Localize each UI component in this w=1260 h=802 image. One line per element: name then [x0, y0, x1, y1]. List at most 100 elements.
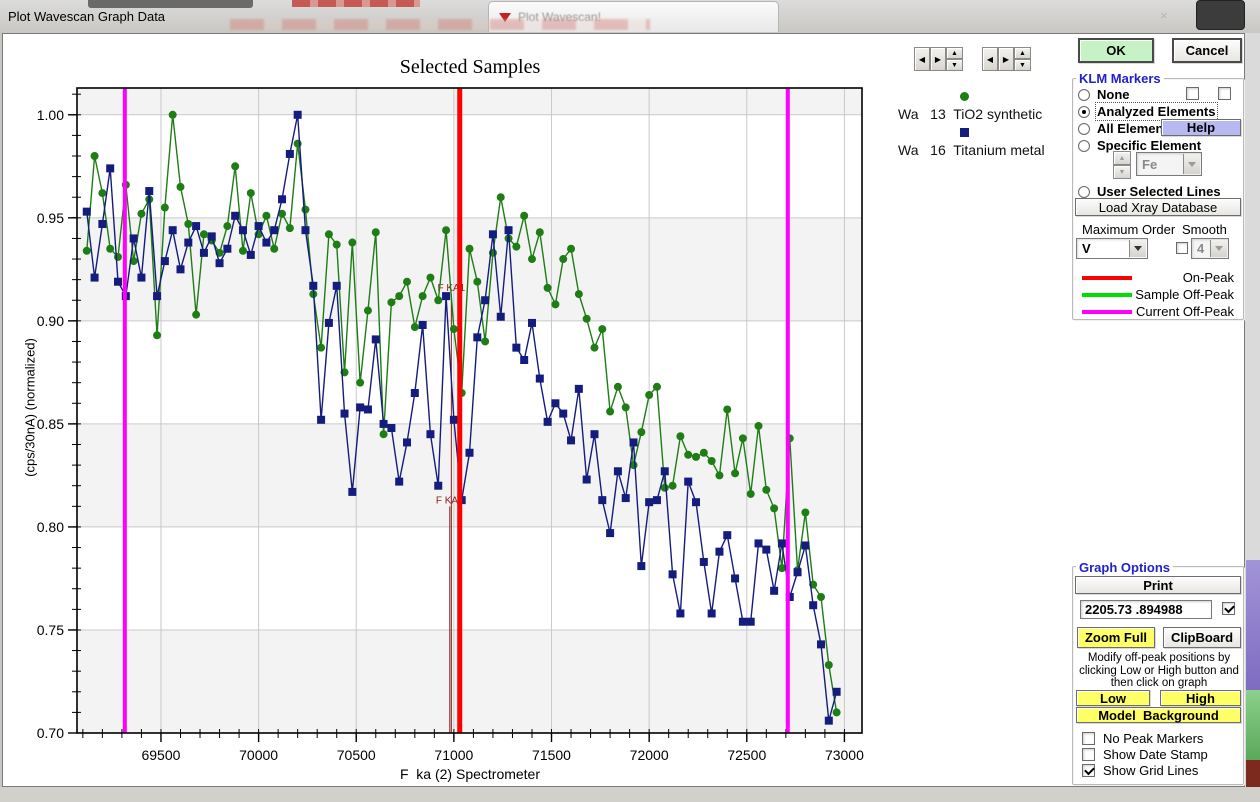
- sample-1-number: 13: [930, 106, 946, 122]
- help-button[interactable]: Help: [1161, 119, 1241, 136]
- background-strip-maroon: [1246, 760, 1260, 787]
- element-combo[interactable]: Fe: [1136, 152, 1202, 176]
- radio-specific-circle[interactable]: [1078, 140, 1090, 152]
- spin-up-button-1[interactable]: ▲: [946, 47, 963, 59]
- element-spinner: ▲ ▼: [1113, 151, 1131, 179]
- low-button[interactable]: Low: [1076, 690, 1150, 706]
- radio-none-circle[interactable]: [1078, 89, 1090, 101]
- x-tick-label: 72500: [727, 747, 766, 763]
- klm-checkbox-1[interactable]: [1186, 87, 1199, 100]
- background-strip-purple: [1246, 560, 1260, 690]
- show-date-stamp-checkbox[interactable]: [1082, 748, 1095, 761]
- sample-1-name: TiO2 synthetic: [953, 106, 1042, 122]
- smooth-label: Smooth: [1182, 222, 1227, 237]
- element-combo-value: Fe: [1142, 157, 1157, 172]
- model-background-button[interactable]: Model Background: [1076, 707, 1241, 723]
- show-grid-lines-label: Show Grid Lines: [1103, 763, 1198, 778]
- radio-analyzed-elements[interactable]: Analyzed Elements: [1078, 104, 1216, 119]
- y-tick-label: 0.85: [37, 416, 64, 432]
- high-button[interactable]: High: [1160, 690, 1241, 706]
- maximum-order-arrow[interactable]: [1129, 240, 1146, 257]
- pan-left-button-1[interactable]: ◀: [914, 47, 930, 71]
- radio-none-label: None: [1097, 87, 1130, 102]
- y-tick-label: 0.70: [37, 725, 64, 741]
- maximum-order-value: V: [1082, 241, 1091, 256]
- spinner-1: ▲ ▼: [946, 47, 963, 71]
- no-peak-markers-row[interactable]: No Peak Markers: [1082, 731, 1203, 746]
- cursor-readout-field[interactable]: 2205.73 .894988: [1080, 600, 1212, 619]
- radio-all-circle[interactable]: [1078, 123, 1090, 135]
- sample-2-type: Wa: [898, 142, 918, 158]
- print-button[interactable]: Print: [1075, 576, 1241, 594]
- show-grid-lines-row[interactable]: Show Grid Lines: [1082, 763, 1198, 778]
- klm-checkbox-2[interactable]: [1218, 87, 1231, 100]
- x-tick-label: 69500: [141, 747, 180, 763]
- plot-bands: [77, 88, 862, 733]
- no-peak-markers-checkbox[interactable]: [1082, 732, 1095, 745]
- zoom-full-button[interactable]: Zoom Full: [1077, 627, 1155, 648]
- pan-control-sample-1: ◀ ▶ ▲ ▼: [914, 47, 963, 71]
- cancel-button[interactable]: Cancel: [1172, 38, 1242, 63]
- y-tick-label: 0.80: [37, 519, 64, 535]
- element-combo-arrow[interactable]: [1183, 154, 1200, 174]
- spin-up-button-2[interactable]: ▲: [1014, 47, 1031, 59]
- x-tick-label: 70000: [239, 747, 278, 763]
- y-tick-label: 0.75: [37, 622, 64, 638]
- radio-user-lines-label: User Selected Lines: [1097, 184, 1221, 199]
- klm-markers-title: KLM Markers: [1076, 71, 1164, 86]
- no-peak-markers-label: No Peak Markers: [1103, 731, 1203, 746]
- element-spin-up[interactable]: ▲: [1113, 151, 1131, 165]
- x-tick-label: 72000: [630, 747, 669, 763]
- radio-specific-element[interactable]: Specific Element: [1078, 138, 1201, 153]
- sample-1-type: Wa: [898, 106, 918, 122]
- x-tick-label: 73000: [825, 747, 864, 763]
- load-xray-database-button[interactable]: Load Xray Database: [1075, 198, 1241, 216]
- spin-down-button-2[interactable]: ▼: [1014, 59, 1031, 71]
- x-tick-label: 71000: [434, 747, 473, 763]
- smooth-combo-arrow[interactable]: [1210, 240, 1227, 257]
- chart-title: Selected Samples: [200, 56, 740, 79]
- radio-user-selected-lines[interactable]: User Selected Lines: [1078, 184, 1221, 199]
- radio-analyzed-label: Analyzed Elements: [1097, 104, 1216, 119]
- y-axis-label: (cps/30nA) (normalized): [23, 293, 38, 523]
- readout-checkbox[interactable]: [1222, 602, 1235, 615]
- maximum-order-label: Maximum Order: [1082, 222, 1175, 237]
- show-date-stamp-row[interactable]: Show Date Stamp: [1082, 747, 1208, 762]
- current-off-peak-label: Current Off-Peak: [1084, 304, 1234, 319]
- y-tick-label: 0.95: [37, 210, 64, 226]
- sample-legend-1-text: Wa 13 TiO2 synthetic: [898, 106, 1058, 122]
- x-tick-label: 71500: [532, 747, 571, 763]
- on-peak-label: On-Peak: [1084, 270, 1234, 285]
- spin-down-button-1[interactable]: ▼: [946, 59, 963, 71]
- x-axis-label: F ka (2) Spectrometer: [200, 766, 740, 782]
- sample-2-number: 16: [930, 142, 946, 158]
- maximum-order-combo[interactable]: V: [1076, 238, 1148, 259]
- show-date-stamp-label: Show Date Stamp: [1103, 747, 1208, 762]
- circle-marker-icon: [960, 92, 969, 101]
- clipboard-button[interactable]: ClipBoard: [1163, 627, 1241, 648]
- radio-analyzed-circle[interactable]: [1078, 106, 1090, 118]
- square-marker-icon: [960, 128, 969, 137]
- show-grid-lines-checkbox[interactable]: [1082, 764, 1095, 777]
- sample-off-peak-label: Sample Off-Peak: [1084, 287, 1234, 302]
- graph-options-title: Graph Options: [1076, 560, 1173, 575]
- smooth-checkbox[interactable]: [1176, 242, 1188, 254]
- pan-right-button-2[interactable]: ▶: [998, 47, 1014, 71]
- sample-2-name: Titanium metal: [953, 142, 1044, 158]
- pan-right-button-1[interactable]: ▶: [930, 47, 946, 71]
- radio-none[interactable]: None: [1078, 87, 1130, 102]
- spinner-2: ▲ ▼: [1014, 47, 1031, 71]
- radio-user-lines-circle[interactable]: [1078, 186, 1090, 198]
- x-tick-label: 70500: [337, 747, 376, 763]
- plot-wavescan-dialog: Plot Wavescan! × Plot Wavescan Graph Dat…: [0, 0, 1260, 802]
- smooth-combo[interactable]: 4: [1191, 238, 1229, 259]
- smooth-value: 4: [1197, 241, 1204, 256]
- ghost-close-icon: ×: [1160, 8, 1168, 23]
- background-window-button[interactable]: [1196, 0, 1245, 30]
- pan-control-sample-2: ◀ ▶ ▲ ▼: [982, 47, 1031, 71]
- element-spin-down[interactable]: ▼: [1113, 165, 1131, 179]
- pan-left-button-2[interactable]: ◀: [982, 47, 998, 71]
- y-tick-label: 1.00: [37, 107, 64, 123]
- off-peak-instruction: Modify off-peak positions by clicking Lo…: [1074, 652, 1244, 690]
- ok-button[interactable]: OK: [1078, 38, 1154, 63]
